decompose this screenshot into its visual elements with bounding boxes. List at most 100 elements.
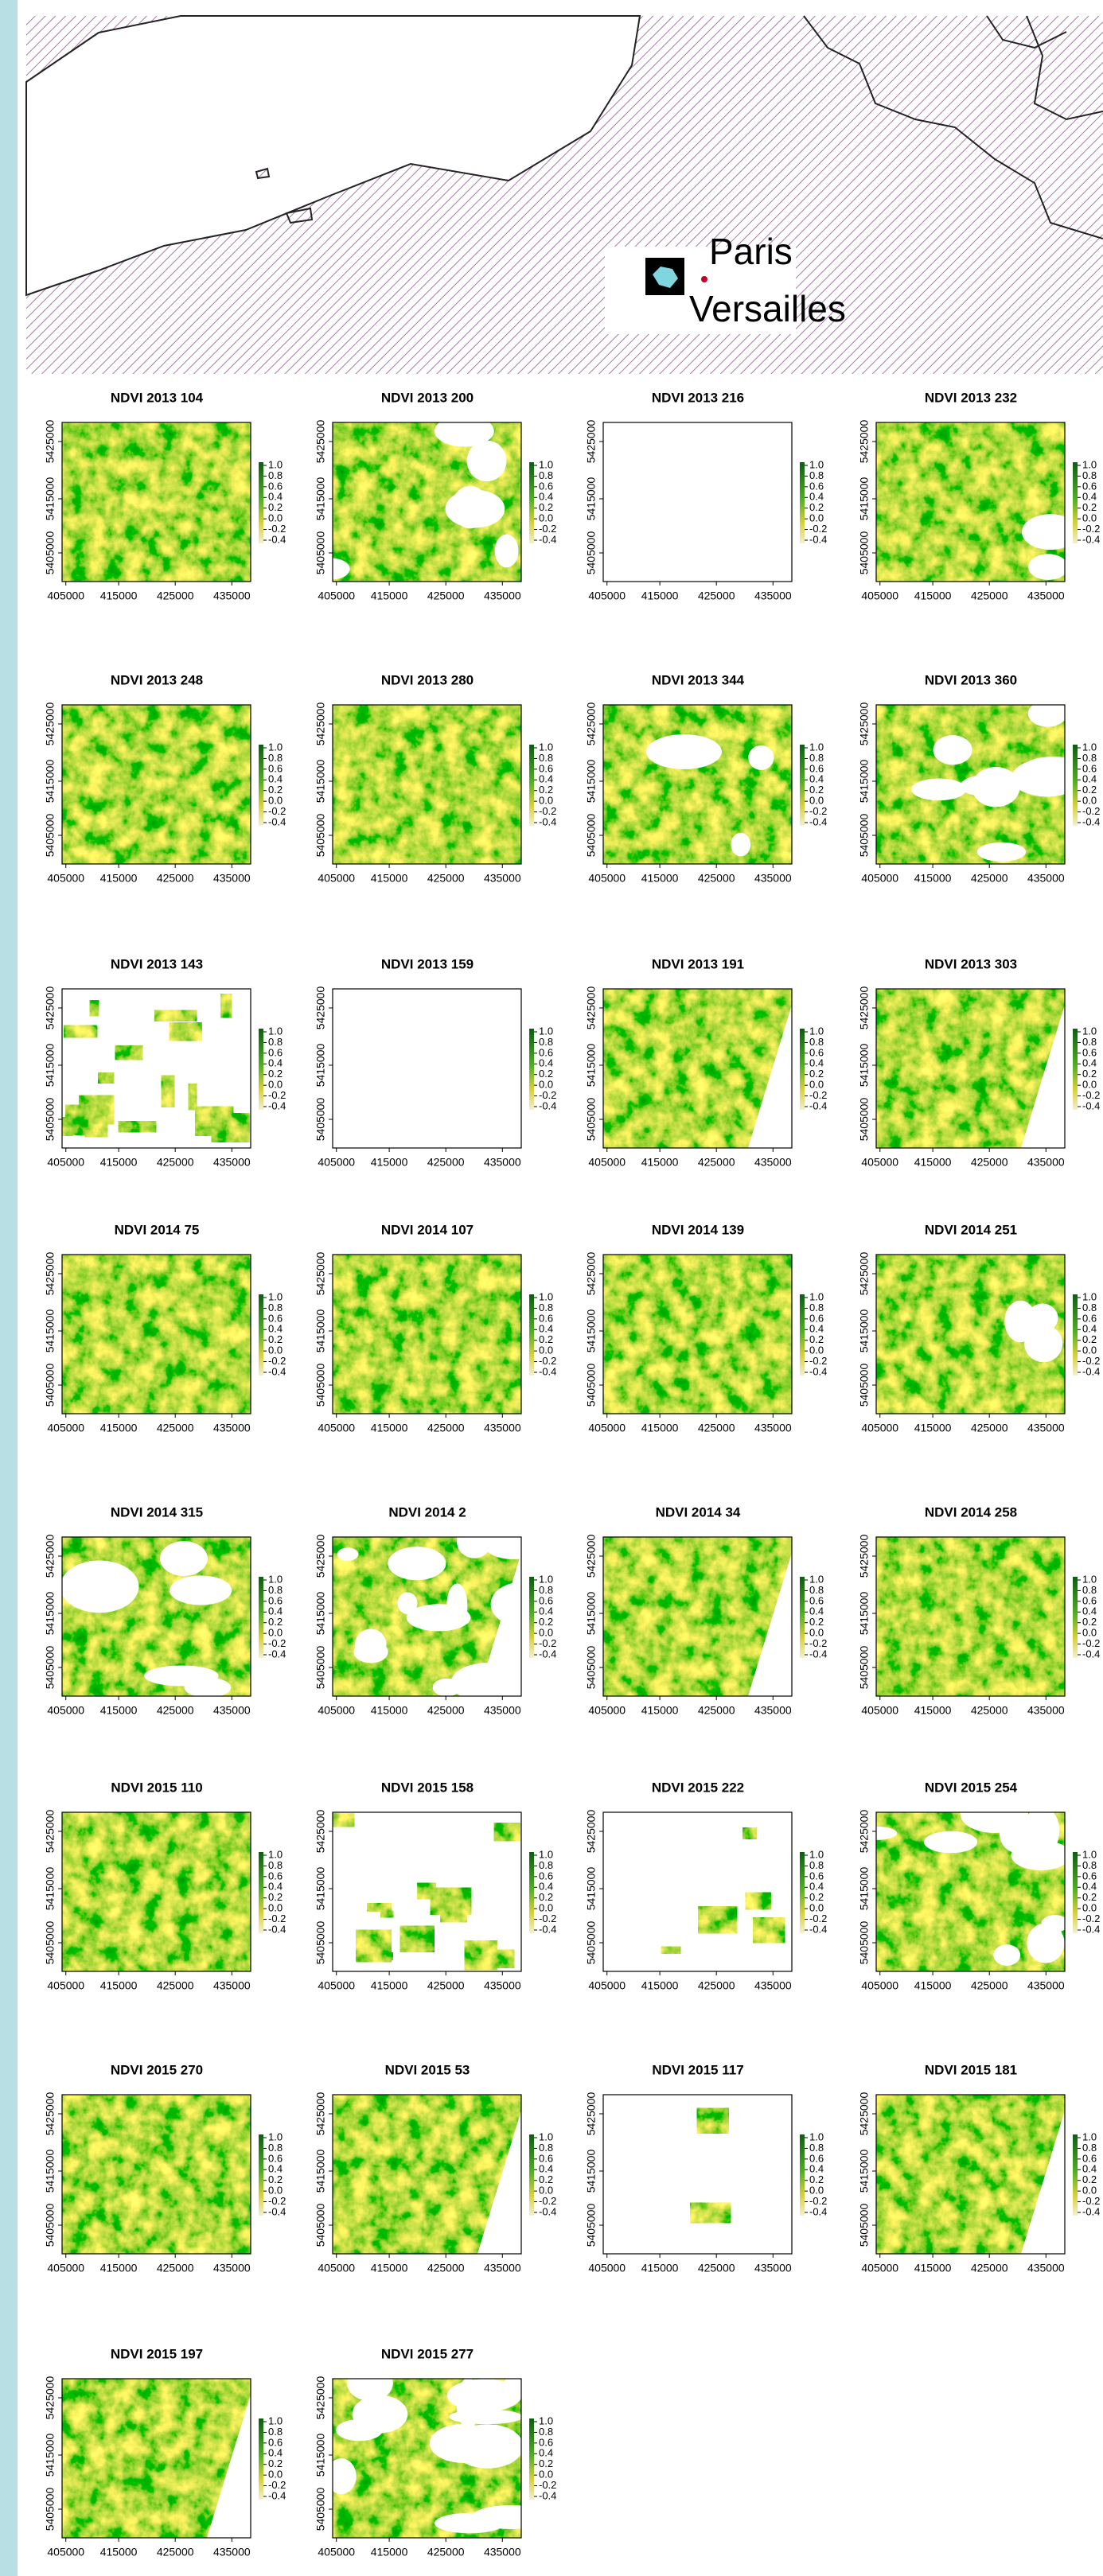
y-tick-label: 5415000: [858, 2150, 871, 2193]
raster-patch: [380, 1910, 394, 1918]
x-tick-label: 405000: [588, 1422, 626, 1434]
raster: [876, 2095, 1065, 2254]
x-tick-label: 415000: [914, 1979, 952, 1992]
x-tick-label: 435000: [1027, 1422, 1065, 1434]
legend-label: -0.4: [809, 2205, 827, 2217]
legend-label: 1.0: [268, 458, 283, 470]
legend-label: 0.8: [539, 1302, 553, 1313]
no-data: [748, 1005, 792, 1148]
legend-label: 0.6: [809, 480, 824, 492]
legend-label: -0.4: [539, 2489, 556, 2501]
legend-label: 0.6: [809, 1870, 824, 1881]
y-tick-label: 5425000: [585, 1252, 598, 1296]
x-tick-label: 435000: [484, 1979, 521, 1992]
legend-label: 1.0: [809, 458, 824, 470]
legend-label: 0.0: [539, 1902, 553, 1914]
y-tick-label: 5405000: [585, 1921, 598, 1965]
x-tick-label: 405000: [588, 1704, 626, 1717]
plot-frame: [61, 422, 251, 582]
panel: NDVI 2013 248 405000 415000 425000 435000 540…: [44, 672, 286, 884]
legend-label: 0.0: [809, 1079, 824, 1091]
no-data: [355, 1628, 387, 1660]
y-tick-label: 5425000: [314, 702, 327, 746]
plot-frame: [875, 1536, 1066, 1697]
x-tick-label: 405000: [47, 1979, 84, 1992]
legend-label: -0.4: [268, 2205, 286, 2217]
legend-label: -0.4: [809, 1365, 827, 1377]
x-tick-label: 405000: [318, 1156, 355, 1169]
raster-patch: [440, 1897, 467, 1923]
legend-label: -0.2: [1082, 1637, 1100, 1649]
raster-fill: [876, 422, 1065, 582]
legend-label: -0.2: [268, 2479, 286, 2491]
y-tick-label: 5425000: [585, 2092, 598, 2136]
y-tick-label: 5415000: [44, 1044, 57, 1088]
island: [255, 167, 271, 180]
legend-label: 0.6: [268, 2436, 283, 2448]
panel: NDVI 2015 270 405000 415000 425000 435000 540…: [44, 2062, 286, 2274]
legend-label: 0.0: [1082, 2185, 1097, 2197]
legend-label: -0.2: [268, 805, 286, 817]
panel: NDVI 2015 53 405000 415000 425000 435000 5405…: [314, 2062, 557, 2274]
panel-title: NDVI 2015 222: [652, 1780, 744, 1795]
no-data: [477, 2111, 521, 2254]
y-tick-label: 5405000: [585, 1364, 598, 1407]
raster-fill: [603, 705, 792, 864]
raster: [603, 705, 792, 864]
raster: [333, 1255, 521, 1414]
panel: NDVI 2014 75 405000 415000 425000 435000 5405…: [44, 1222, 286, 1434]
plot-frame: [332, 704, 522, 865]
y-tick-label: 5405000: [44, 2488, 57, 2531]
legend-label: 0.2: [809, 2173, 824, 2185]
x-tick-label: 405000: [318, 2262, 355, 2274]
legend-label: -0.2: [268, 1913, 286, 1924]
panel: NDVI 2014 2 405000 415000 425000 435000 54050…: [314, 1504, 557, 1716]
no-data: [748, 745, 774, 770]
legend-label: -0.4: [539, 1365, 556, 1377]
legend-label: 0.8: [1082, 1584, 1097, 1596]
no-data: [993, 1944, 1021, 1966]
raster-patch: [154, 1010, 197, 1021]
legend-label: 1.0: [1082, 741, 1097, 753]
raster-patch: [333, 1813, 355, 1827]
panel-title: NDVI 2014 258: [925, 1504, 1017, 1520]
raster-patch: [698, 1906, 738, 1934]
panel-title: NDVI 2013 191: [652, 956, 744, 971]
x-tick-label: 405000: [47, 2262, 84, 2274]
legend-bar: [800, 745, 805, 826]
legend-label: 0.8: [1082, 1036, 1097, 1048]
raster-patch: [118, 1121, 157, 1133]
legend-label: -0.2: [539, 2195, 556, 2207]
legend-label: 1.0: [1082, 1573, 1097, 1585]
raster-patch: [115, 1045, 143, 1060]
no-data: [1004, 1300, 1037, 1343]
raster-fill: [62, 2095, 251, 2254]
raster: [333, 705, 521, 864]
legend-label: -0.2: [539, 2479, 556, 2491]
y-tick-label: 5415000: [585, 760, 598, 804]
x-tick-label: 425000: [698, 1156, 735, 1169]
legend-label: 1.0: [539, 1025, 553, 1037]
panel: NDVI 2013 104 405000 415000 425000 435000 540…: [44, 390, 286, 601]
legend-label: -0.2: [539, 1089, 556, 1101]
y-tick-label: 5405000: [585, 531, 598, 575]
legend-label: 0.6: [1082, 1312, 1097, 1324]
legend-label: 0.0: [539, 1079, 553, 1091]
legend-label: 1.0: [268, 1573, 283, 1585]
x-tick-label: 425000: [971, 590, 1008, 602]
legend-label: 0.4: [539, 1605, 553, 1617]
panel-title: NDVI 2014 2: [388, 1504, 466, 1520]
legend-label: 0.6: [1082, 1046, 1097, 1058]
no-data: [184, 1677, 232, 1696]
x-tick-label: 435000: [213, 2262, 251, 2274]
no-data: [460, 1671, 479, 1690]
x-tick-label: 435000: [484, 2262, 521, 2274]
x-tick-label: 425000: [427, 1156, 465, 1169]
panel-title: NDVI 2013 104: [111, 390, 204, 405]
legend-label: 0.8: [809, 1584, 824, 1596]
legend-label: 0.0: [1082, 1627, 1097, 1639]
legend-label: 0.2: [1082, 1616, 1097, 1628]
y-tick-label: 5415000: [585, 2150, 598, 2193]
legend-label: -0.4: [1082, 1099, 1100, 1111]
